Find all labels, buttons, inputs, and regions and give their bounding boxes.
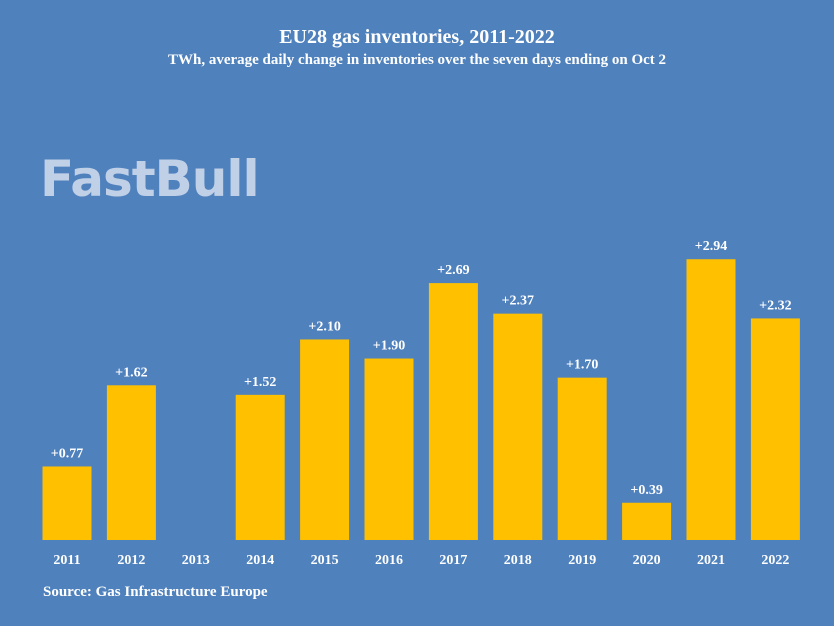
data-label-2020: +0.39 [630,483,662,498]
data-label-2022: +2.32 [759,298,791,313]
x-tick-label-2017: 2017 [439,553,467,568]
bar-2016 [364,358,414,540]
bar-2017 [428,283,478,540]
x-tick-label-2016: 2016 [375,553,403,568]
x-tick-label-2019: 2019 [568,553,596,568]
x-tick-label-2013: 2013 [182,553,210,568]
chart-title: EU28 gas inventories, 2011-2022 [279,26,555,48]
x-tick-label-2015: 2015 [311,553,339,568]
data-label-2019: +1.70 [566,358,598,373]
x-tick-label-2012: 2012 [117,553,145,568]
watermark-logo: FastBull [40,150,260,208]
bar-2015 [300,339,350,540]
x-tick-label-2020: 2020 [633,553,661,568]
data-label-2011: +0.77 [51,446,83,461]
bar-2018 [493,313,543,540]
data-label-2015: +2.10 [308,319,340,334]
bar-2011 [42,466,92,540]
source-note: Source: Gas Infrastructure Europe [43,584,268,600]
x-tick-label-2021: 2021 [697,553,725,568]
data-label-2021: +2.94 [695,239,727,254]
data-label-2017: +2.69 [437,263,469,278]
x-tick-label-2011: 2011 [53,553,80,568]
bar-2019 [557,377,607,540]
x-tick-label-2018: 2018 [504,553,532,568]
data-label-2018: +2.37 [502,294,534,309]
data-label-2016: +1.90 [373,339,405,354]
bar-2021 [686,259,736,540]
data-label-2012: +1.62 [115,365,147,380]
x-tick-label-2022: 2022 [761,553,789,568]
bar-2022 [750,318,800,540]
bar-2012 [106,385,156,540]
chart-subtitle: TWh, average daily change in inventories… [167,52,667,68]
bar-2020 [622,502,672,540]
bar-2014 [235,394,285,540]
data-label-2014: +1.52 [244,375,276,390]
x-tick-label-2014: 2014 [246,553,274,568]
